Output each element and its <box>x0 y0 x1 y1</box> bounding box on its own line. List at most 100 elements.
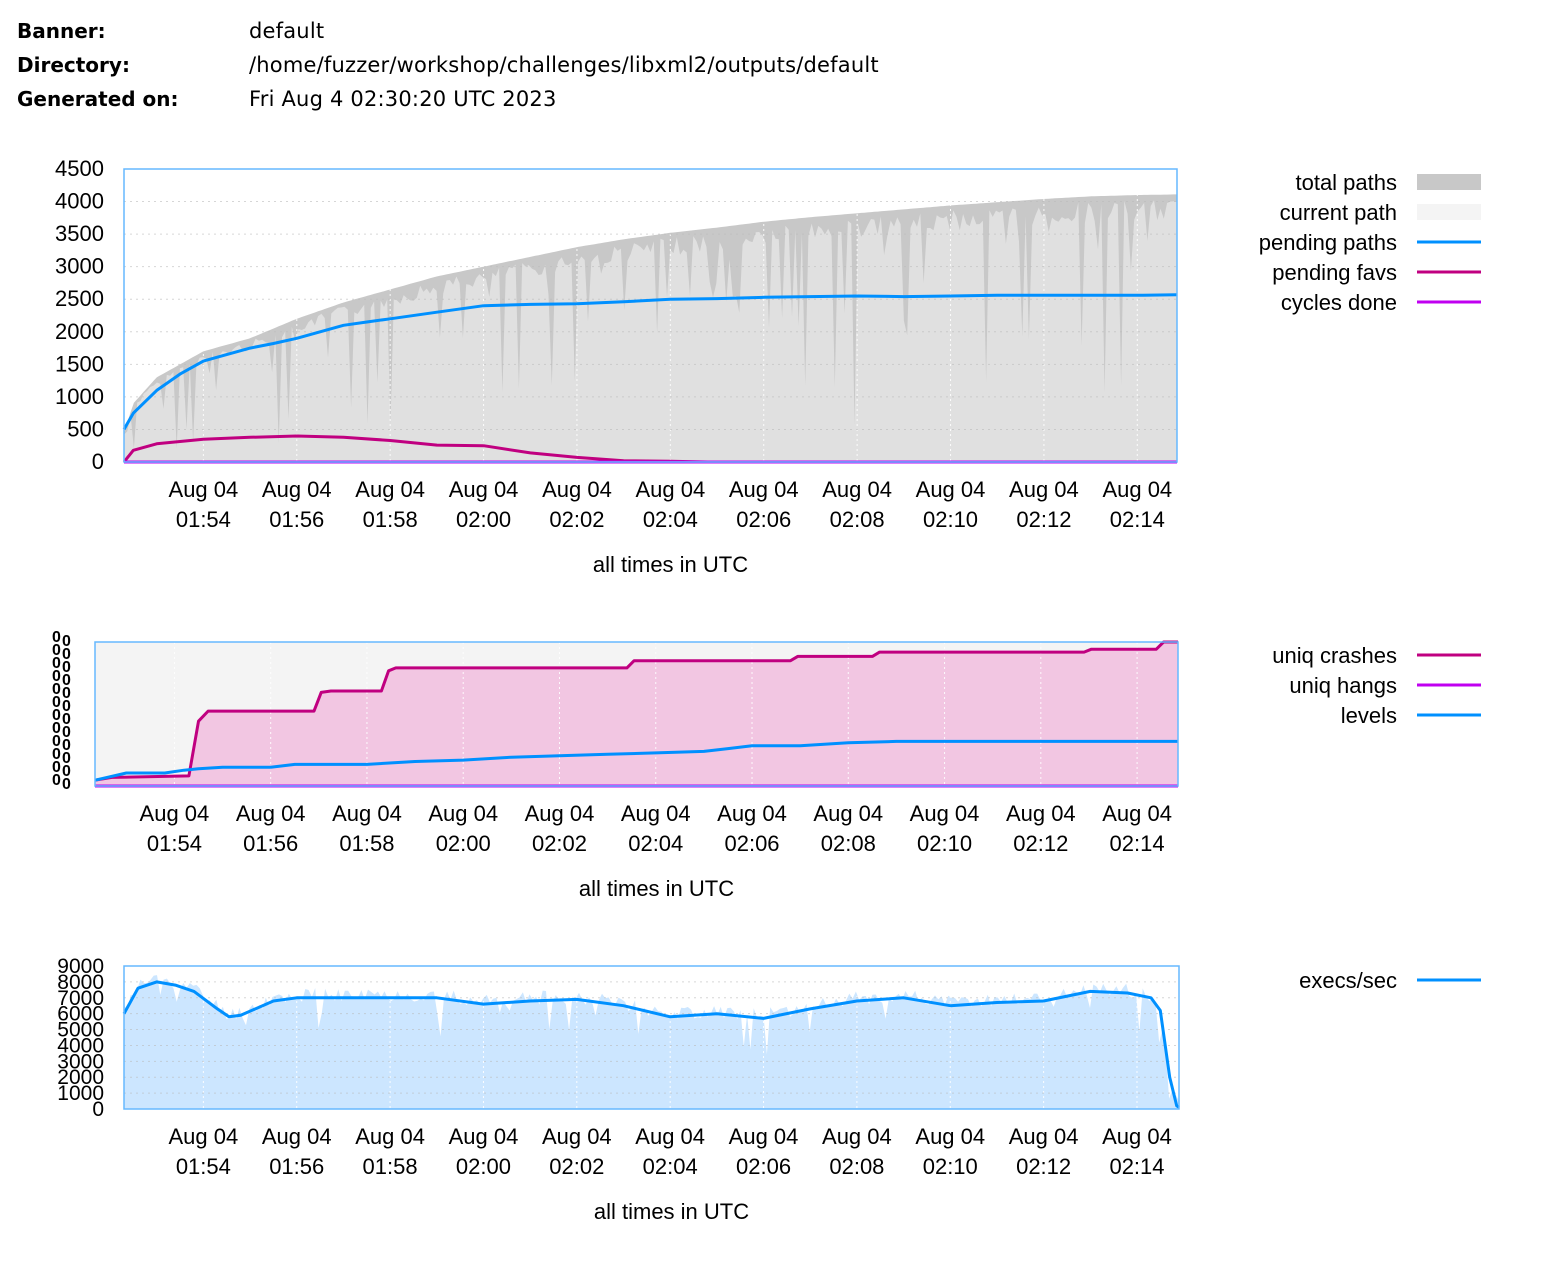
y-tick-label: 0 <box>62 646 71 663</box>
x-tick-date: Aug 04 <box>1006 801 1076 826</box>
x-tick-time: 02:14 <box>1110 831 1165 856</box>
x-tick-date: Aug 04 <box>355 1124 425 1149</box>
legend-label: pending paths <box>1259 230 1397 255</box>
y-tick-label: 0 <box>62 672 71 689</box>
y-tick-label: 3000 <box>57 1050 104 1073</box>
y-tick-label: 1500 <box>55 351 104 376</box>
execs-area <box>124 975 1179 1109</box>
x-tick-date: Aug 04 <box>915 1124 985 1149</box>
plot-border <box>123 168 1178 463</box>
y-tick-label: 0 <box>92 449 104 474</box>
legend-label: pending favs <box>1272 260 1397 285</box>
legend-label: execs/sec <box>1299 968 1397 993</box>
x-tick-date: Aug 04 <box>621 801 691 826</box>
x-tick-date: Aug 04 <box>262 477 332 502</box>
plot-border <box>94 641 1179 787</box>
banner-label: Banner: <box>17 19 106 43</box>
legend-label: total paths <box>1295 170 1397 195</box>
legend-swatch <box>1417 174 1481 190</box>
x-tick-date: Aug 04 <box>717 801 787 826</box>
y-tick-label: 0 <box>52 655 61 672</box>
y-tick-label: 0 <box>92 1098 104 1121</box>
y-tick-label: 0 <box>52 707 61 724</box>
legend-label: current path <box>1280 200 1397 225</box>
x-tick-time: 02:04 <box>643 1154 698 1179</box>
y-tick-label: 1000 <box>57 1082 104 1105</box>
y-tick-label: 9000 <box>57 955 104 978</box>
x-tick-time: 02:00 <box>456 1154 511 1179</box>
banner-value: default <box>249 19 325 43</box>
x-tick-time: 01:58 <box>363 507 418 532</box>
x-axis-label: all times in UTC <box>579 876 734 901</box>
y-tick-label: 2500 <box>55 286 104 311</box>
y-tick-label: 1000 <box>55 384 104 409</box>
y-tick-label: 2000 <box>57 1066 104 1089</box>
x-tick-date: Aug 04 <box>813 801 883 826</box>
y-tick-label: 4500 <box>55 156 104 181</box>
x-tick-date: Aug 04 <box>428 801 498 826</box>
legend-swatch <box>1417 204 1481 220</box>
x-tick-date: Aug 04 <box>910 801 980 826</box>
x-tick-date: Aug 04 <box>729 477 799 502</box>
x-tick-time: 02:00 <box>456 507 511 532</box>
run-info: Banner: default Directory: /home/fuzzer/… <box>17 14 879 116</box>
x-tick-time: 02:12 <box>1013 831 1068 856</box>
y-tick-label: 0 <box>52 759 61 776</box>
y-tick-label: 0 <box>52 772 61 789</box>
x-axis-label: all times in UTC <box>594 1199 749 1224</box>
y-tick-label: 0 <box>52 681 61 698</box>
x-tick-time: 02:02 <box>549 507 604 532</box>
x-tick-time: 01:54 <box>176 507 231 532</box>
pending-paths-line <box>122 293 1178 431</box>
x-tick-date: Aug 04 <box>635 477 705 502</box>
legend-label: levels <box>1341 703 1397 728</box>
y-tick-label: 3500 <box>55 221 104 246</box>
x-tick-date: Aug 04 <box>140 801 210 826</box>
x-tick-date: Aug 04 <box>542 1124 612 1149</box>
x-tick-date: Aug 04 <box>449 477 519 502</box>
x-tick-date: Aug 04 <box>332 801 402 826</box>
y-tick-label: 0 <box>52 642 61 659</box>
x-tick-date: Aug 04 <box>1102 477 1172 502</box>
x-tick-date: Aug 04 <box>1009 477 1079 502</box>
y-tick-label: 6000 <box>57 1003 104 1026</box>
y-tick-label: 0 <box>62 750 71 767</box>
x-tick-time: 02:00 <box>436 831 491 856</box>
x-tick-time: 02:10 <box>923 1154 978 1179</box>
y-tick-label: 0 <box>62 711 71 728</box>
x-tick-time: 01:58 <box>339 831 394 856</box>
x-tick-date: Aug 04 <box>1102 801 1172 826</box>
uniq-crashes-area <box>95 642 1178 786</box>
y-tick-label: 0 <box>62 633 71 650</box>
y-tick-label: 0 <box>62 724 71 741</box>
x-tick-time: 01:54 <box>176 1154 231 1179</box>
x-tick-date: Aug 04 <box>822 477 892 502</box>
directory-label: Directory: <box>17 53 130 77</box>
x-tick-time: 01:56 <box>243 831 298 856</box>
y-tick-label: 0 <box>62 776 71 793</box>
x-tick-time: 02:12 <box>1016 507 1071 532</box>
x-tick-time: 02:08 <box>830 507 885 532</box>
execs-sec-line <box>122 980 1180 1109</box>
x-axis-label: all times in UTC <box>593 552 748 577</box>
generated-label: Generated on: <box>17 87 179 111</box>
x-tick-date: Aug 04 <box>542 477 612 502</box>
y-tick-label: 0 <box>52 694 61 711</box>
crashes-plot <box>94 640 1179 788</box>
y-tick-label: 0 <box>62 659 71 676</box>
y-tick-label: 0 <box>62 698 71 715</box>
x-tick-time: 02:06 <box>724 831 779 856</box>
paths-plot <box>122 168 1178 464</box>
crashes-chart: Aug 04 01:54 Aug 04 01:56 Aug 04 01:58 Aug 04 0… <box>52 629 1481 901</box>
uniq-crashes-line <box>94 640 1178 782</box>
x-tick-date: Aug 04 <box>169 477 239 502</box>
y-tick-label: 0 <box>52 733 61 750</box>
y-tick-label: 7000 <box>57 987 104 1010</box>
legend-label: cycles done <box>1281 290 1397 315</box>
levels-line <box>94 739 1178 782</box>
x-tick-time: 02:08 <box>829 1154 884 1179</box>
speed-plot <box>122 965 1180 1110</box>
x-tick-time: 01:58 <box>363 1154 418 1179</box>
x-tick-time: 02:14 <box>1110 507 1165 532</box>
y-tick-label: 2000 <box>55 319 104 344</box>
